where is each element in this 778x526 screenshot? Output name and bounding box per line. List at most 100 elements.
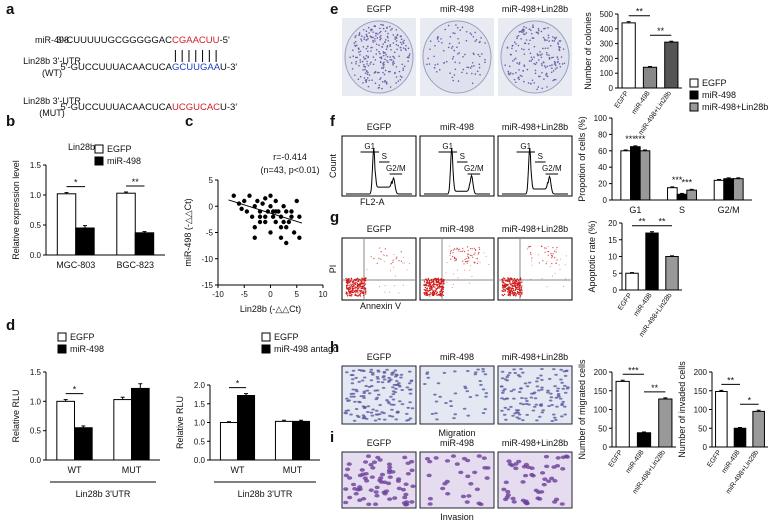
cell [403, 482, 409, 487]
cell [444, 401, 448, 404]
event [502, 290, 504, 292]
colony [548, 40, 550, 42]
cell [449, 404, 454, 407]
colony [373, 25, 376, 27]
colony [376, 37, 379, 39]
cell [395, 410, 400, 413]
point [257, 214, 263, 219]
event [392, 259, 394, 261]
colony [545, 51, 548, 54]
event [351, 283, 354, 285]
colony [458, 52, 461, 54]
significance: *** [625, 134, 636, 144]
colony [516, 37, 518, 40]
cell [391, 386, 395, 389]
cell [368, 462, 374, 467]
cell [499, 385, 504, 388]
y-tick-label: 20 [608, 219, 617, 228]
colony [528, 48, 530, 51]
colony [358, 51, 360, 53]
cell [374, 493, 380, 498]
event [364, 289, 367, 291]
colony [399, 78, 402, 81]
cell [382, 378, 387, 381]
colony [549, 64, 551, 67]
event [474, 252, 476, 254]
cell [393, 391, 398, 394]
point [273, 219, 278, 225]
cell [518, 402, 523, 405]
colony [384, 51, 386, 54]
x-tick-label: EGFP [617, 292, 634, 312]
dish [344, 20, 414, 94]
event [430, 289, 432, 291]
cell [501, 487, 507, 492]
colony [389, 56, 392, 58]
cell [512, 368, 516, 371]
event [517, 281, 519, 283]
colony [523, 25, 525, 28]
colony [375, 43, 378, 46]
colony [540, 54, 542, 56]
colony [394, 36, 396, 38]
event [350, 279, 352, 281]
cell [378, 403, 382, 406]
event [358, 286, 360, 288]
event [362, 282, 364, 285]
cell [433, 393, 437, 396]
cell [350, 482, 357, 487]
colony [354, 44, 356, 47]
y-tick-label: 40 [598, 163, 607, 172]
event [517, 282, 520, 285]
x-tick-label: -5 [241, 290, 249, 299]
colony [554, 78, 557, 81]
event [351, 291, 353, 294]
event [433, 282, 435, 284]
event [558, 264, 560, 266]
cell [406, 406, 411, 409]
colony [386, 35, 389, 38]
event [511, 284, 514, 286]
colony [457, 37, 459, 40]
cell [476, 454, 482, 458]
colony [395, 29, 398, 31]
colony [544, 27, 546, 30]
event [477, 253, 479, 255]
cell [552, 479, 558, 483]
significance: *** [682, 177, 693, 187]
colony [375, 32, 377, 35]
bar [723, 178, 734, 201]
event [347, 293, 349, 295]
image-label: miR-498 [440, 224, 474, 234]
cell [505, 489, 511, 494]
colony [380, 30, 382, 33]
y-tick-label: 0 [603, 196, 608, 205]
significance: * [74, 178, 78, 188]
cell [365, 454, 372, 458]
colony [385, 81, 388, 83]
cell [375, 389, 380, 392]
event [357, 287, 360, 290]
colony [559, 65, 562, 68]
colony [436, 63, 439, 65]
cell [540, 378, 544, 381]
colony [449, 72, 451, 75]
colony [366, 77, 369, 79]
colony [358, 48, 360, 50]
colony [395, 43, 398, 46]
bar [113, 399, 133, 461]
cell [400, 389, 405, 392]
event [531, 264, 533, 266]
cell [525, 399, 529, 402]
colony [383, 73, 386, 76]
cell [509, 405, 513, 408]
colony [380, 56, 383, 58]
event [364, 283, 367, 285]
colony [458, 62, 461, 64]
event [503, 284, 506, 286]
colony [451, 58, 454, 60]
colony [519, 30, 522, 33]
cell [390, 408, 394, 411]
event [555, 248, 557, 250]
event [467, 260, 469, 262]
